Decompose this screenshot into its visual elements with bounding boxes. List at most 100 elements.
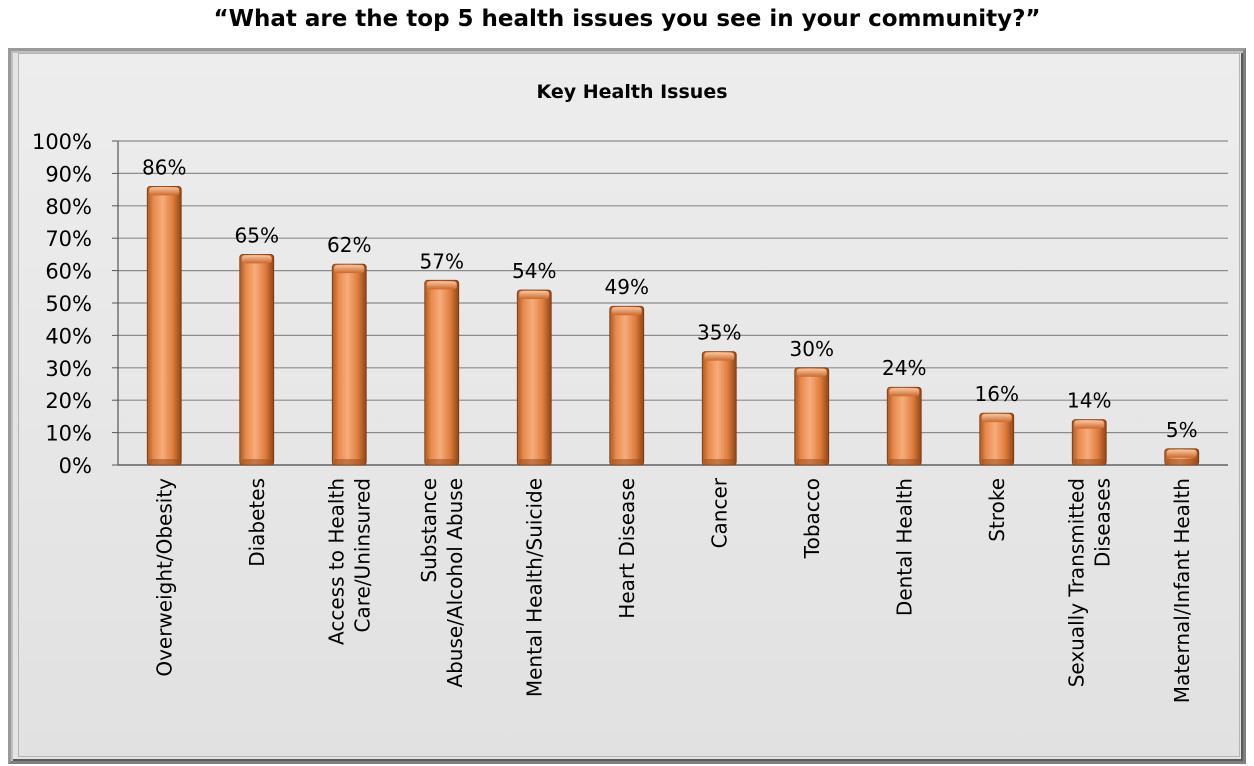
bar	[424, 279, 460, 466]
data-label: 30%	[790, 337, 834, 361]
data-label: 49%	[605, 275, 649, 299]
category-label-line: Stroke	[985, 478, 1009, 542]
bar-cap	[796, 368, 827, 377]
bar-base	[704, 459, 735, 465]
category-label-line: Abuse/Alcohol Abuse	[443, 478, 467, 688]
y-tick-label: 90%	[45, 162, 92, 186]
chart-title: Key Health Issues	[536, 81, 727, 103]
grid-layer	[118, 140, 1228, 466]
bar	[1071, 419, 1107, 466]
bar	[701, 351, 737, 466]
bar	[979, 412, 1015, 466]
bar-base	[334, 459, 365, 465]
bar	[1164, 448, 1200, 466]
bar	[794, 367, 830, 466]
bar-cap	[426, 281, 457, 290]
bar-cap	[1166, 449, 1197, 458]
data-label: 57%	[420, 249, 464, 273]
category-label-line: Maternal/Infant Health	[1170, 478, 1194, 703]
y-tick-label: 70%	[45, 227, 92, 251]
category-label: Dental Health	[892, 478, 916, 616]
category-label-line: Mental Health/Suicide	[522, 478, 546, 697]
data-label: 62%	[327, 233, 371, 257]
bar-base	[426, 459, 457, 465]
bar	[609, 305, 645, 466]
category-label: Stroke	[985, 478, 1009, 542]
category-label: Mental Health/Suicide	[522, 478, 546, 697]
bar-base	[796, 459, 827, 465]
y-tick-label: 10%	[45, 422, 92, 446]
category-label: Tobacco	[800, 478, 824, 559]
y-tick-label: 60%	[45, 260, 92, 284]
category-label-line: Tobacco	[800, 478, 824, 559]
data-labels: 86% 65% 62% 57% 54% 49% 35% 30% 24% 16% 14% 5%	[142, 155, 1198, 441]
bar-base	[611, 459, 642, 465]
category-label-line: Heart Disease	[615, 478, 639, 619]
bar-cap	[1074, 420, 1105, 429]
category-label-line: Diseases	[1090, 478, 1114, 567]
bar	[146, 185, 182, 466]
bar-body	[516, 289, 552, 466]
bar-cap	[519, 291, 550, 300]
category-label-line: Dental Health	[892, 478, 916, 616]
data-label: 14%	[1067, 389, 1111, 413]
category-label: Cancer	[707, 477, 731, 548]
category-label-line: Care/Uninsured	[350, 478, 374, 632]
category-labels: Overweight/Obesity Diabetes Access to Heal…	[152, 477, 1194, 703]
bar-body	[424, 279, 460, 466]
bar-base	[1166, 459, 1197, 465]
bar	[516, 289, 552, 466]
bars	[146, 185, 1200, 466]
y-tick-label: 30%	[45, 357, 92, 381]
category-label-line: Overweight/Obesity	[152, 478, 176, 677]
bar	[331, 263, 367, 466]
category-label-line: Access to Health	[324, 478, 348, 645]
data-label: 86%	[142, 155, 186, 179]
y-tick-label: 0%	[59, 454, 92, 478]
bar	[886, 386, 922, 466]
category-label: Substance Abuse/Alcohol Abuse	[417, 478, 467, 688]
data-label: 54%	[512, 259, 556, 283]
bar-cap	[149, 187, 180, 196]
category-label: Maternal/Infant Health	[1170, 478, 1194, 703]
category-label: Heart Disease	[615, 478, 639, 619]
bar-base	[889, 459, 920, 465]
y-axis: 0% 10% 20% 30% 40% 50% 60% 70% 80% 90% 100%	[32, 130, 1228, 478]
bar-base	[981, 459, 1012, 465]
data-label: 5%	[1166, 418, 1198, 442]
bar-body	[239, 253, 275, 466]
bar-cap	[241, 255, 272, 264]
category-label-line: Cancer	[707, 477, 731, 548]
bar-cap	[334, 265, 365, 274]
bar	[239, 253, 275, 466]
bar-body	[701, 351, 737, 466]
bar-cap	[611, 307, 642, 316]
category-label-line: Diabetes	[245, 478, 269, 567]
bar-base	[1074, 459, 1105, 465]
data-label: 65%	[235, 223, 279, 247]
bar-cap	[889, 388, 920, 397]
bar-cap	[704, 352, 735, 361]
category-label: Overweight/Obesity	[152, 478, 176, 677]
data-label: 35%	[697, 321, 741, 345]
category-label: Sexually Transmitted Diseases	[1064, 478, 1114, 687]
bar-base	[519, 459, 550, 465]
category-label: Diabetes	[245, 478, 269, 567]
category-label: Access to Health Care/Uninsured	[324, 478, 374, 645]
y-tick-label: 80%	[45, 195, 92, 219]
category-label-line: Sexually Transmitted	[1064, 478, 1088, 687]
data-label: 16%	[975, 382, 1019, 406]
bar-body	[609, 305, 645, 466]
y-tick-label: 20%	[45, 389, 92, 413]
page-title: “What are the top 5 health issues you se…	[213, 6, 1041, 32]
category-label-line: Substance	[417, 478, 441, 583]
bar-body	[794, 367, 830, 466]
y-tick-label: 50%	[45, 292, 92, 316]
bar-cap	[981, 414, 1012, 423]
bar-base	[241, 459, 272, 465]
y-tick-label: 40%	[45, 324, 92, 348]
bar-body	[331, 263, 367, 466]
bar-body	[146, 185, 182, 466]
